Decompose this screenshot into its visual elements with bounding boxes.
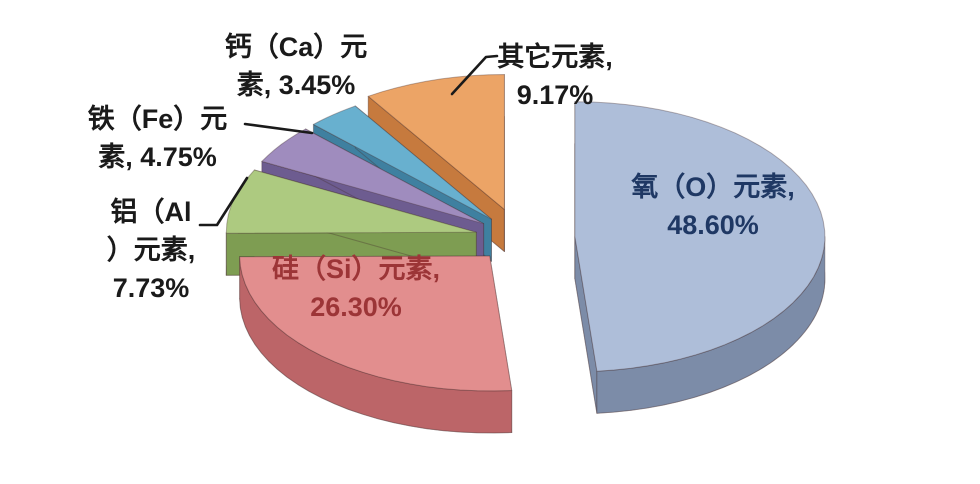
slice-label-calcium-line2: 素, 3.45% — [236, 70, 356, 100]
slice-label-aluminum: 铝（Al ）元素, 7.73% — [51, 193, 251, 307]
leader-line-other — [450, 54, 499, 96]
pie-slice-other-top — [367, 74, 505, 210]
slice-label-aluminum-line1: 铝（Al — [110, 197, 192, 227]
slice-label-iron-line1: 铁（Fe）元 — [87, 104, 228, 134]
slice-label-aluminum-line3: 7.73% — [112, 273, 190, 303]
slice-label-other-line2: 9.17% — [516, 80, 594, 110]
slice-label-silicon: 硅（Si）元素, 26.30% — [236, 250, 476, 326]
slice-label-silicon-line2: 26.30% — [310, 292, 402, 322]
slice-label-calcium-line1: 钙（Ca）元 — [224, 32, 368, 62]
slice-label-aluminum-line2: ）元素, — [106, 235, 196, 265]
slice-label-oxygen-line2: 48.60% — [667, 210, 759, 240]
slice-label-oxygen-line1: 氧（O）元素, — [631, 172, 795, 202]
leader-line-iron — [243, 122, 314, 135]
pie-slice-calcium-top — [312, 105, 492, 220]
pie-slice-silicon-top — [239, 255, 513, 392]
slice-label-silicon-line1: 硅（Si）元素, — [271, 254, 440, 284]
slice-label-other-line1: 其它元素, — [497, 42, 613, 72]
slice-label-oxygen: 氧（O）元素, 48.60% — [593, 168, 833, 244]
pie-slice-oxygen-top — [574, 101, 826, 372]
slice-label-iron: 铁（Fe）元 素, 4.75% — [50, 100, 265, 176]
slice-label-other: 其它元素, 9.17% — [480, 38, 630, 114]
slice-label-calcium: 钙（Ca）元 素, 3.45% — [176, 28, 416, 104]
slice-label-iron-line2: 素, 4.75% — [98, 142, 217, 172]
leader-line-aluminum — [198, 176, 249, 227]
